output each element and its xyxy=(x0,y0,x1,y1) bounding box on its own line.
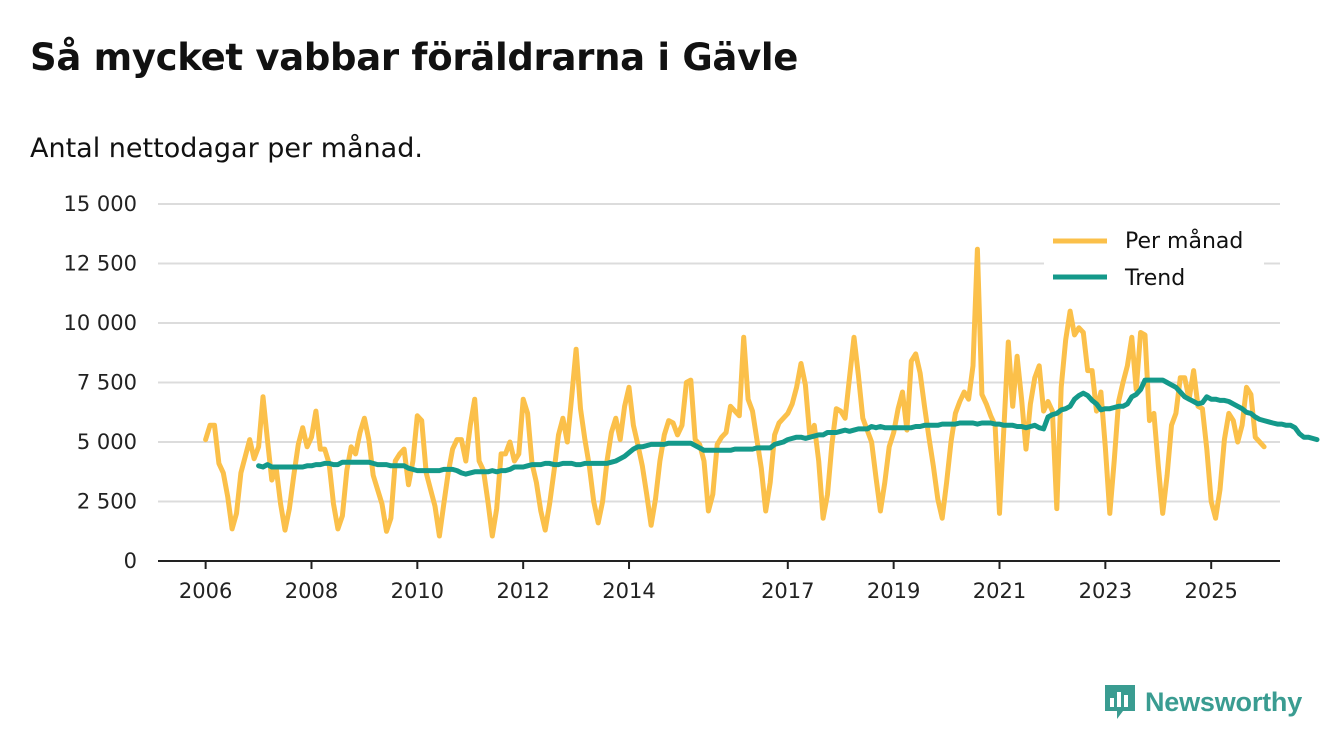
chart-subtitle: Antal nettodagar per månad. xyxy=(30,133,423,164)
brand-logo: Newsworthy xyxy=(1103,683,1302,721)
x-tick-label: 2017 xyxy=(761,579,814,603)
brand-name: Newsworthy xyxy=(1145,686,1303,717)
x-tick-label: 2021 xyxy=(973,579,1026,603)
x-tick-label: 2014 xyxy=(602,579,655,603)
x-tick-label: 2008 xyxy=(285,579,338,603)
y-tick-label: 0 xyxy=(124,549,137,573)
newsworthy-logo-icon xyxy=(1105,685,1135,719)
legend-label-per-month: Per månad xyxy=(1125,228,1243,254)
y-tick-label: 12 500 xyxy=(64,252,137,276)
y-tick-label: 7 500 xyxy=(77,371,137,395)
x-tick-label: 2010 xyxy=(391,579,444,603)
series-line-trend xyxy=(256,377,1320,477)
x-tick-label: 2023 xyxy=(1079,579,1132,603)
x-tick-label: 2006 xyxy=(179,579,232,603)
y-tick-label: 2 500 xyxy=(77,490,137,514)
legend: Per månad Trend xyxy=(1044,222,1264,300)
y-tick-label: 10 000 xyxy=(64,311,137,335)
x-tick-label: 2012 xyxy=(496,579,549,603)
x-tick-label: 2019 xyxy=(867,579,920,603)
y-tick-label: 5 000 xyxy=(77,430,137,454)
chart-title: Så mycket vabbar föräldrarna i Gävle xyxy=(30,36,799,79)
x-tick-label: 2025 xyxy=(1184,579,1237,603)
series xyxy=(203,246,1320,539)
y-tick-label: 15 000 xyxy=(64,192,137,216)
legend-label-trend: Trend xyxy=(1124,266,1185,291)
y-axis-labels: 0 2 500 5 000 7 500 10 000 12 500 15 000 xyxy=(64,192,137,573)
series-line-per-month xyxy=(203,246,1267,539)
x-axis: 2006 2008 2010 2012 2014 2017 2019 2021 2023 2025 xyxy=(158,560,1280,603)
legend-background xyxy=(1044,222,1264,300)
